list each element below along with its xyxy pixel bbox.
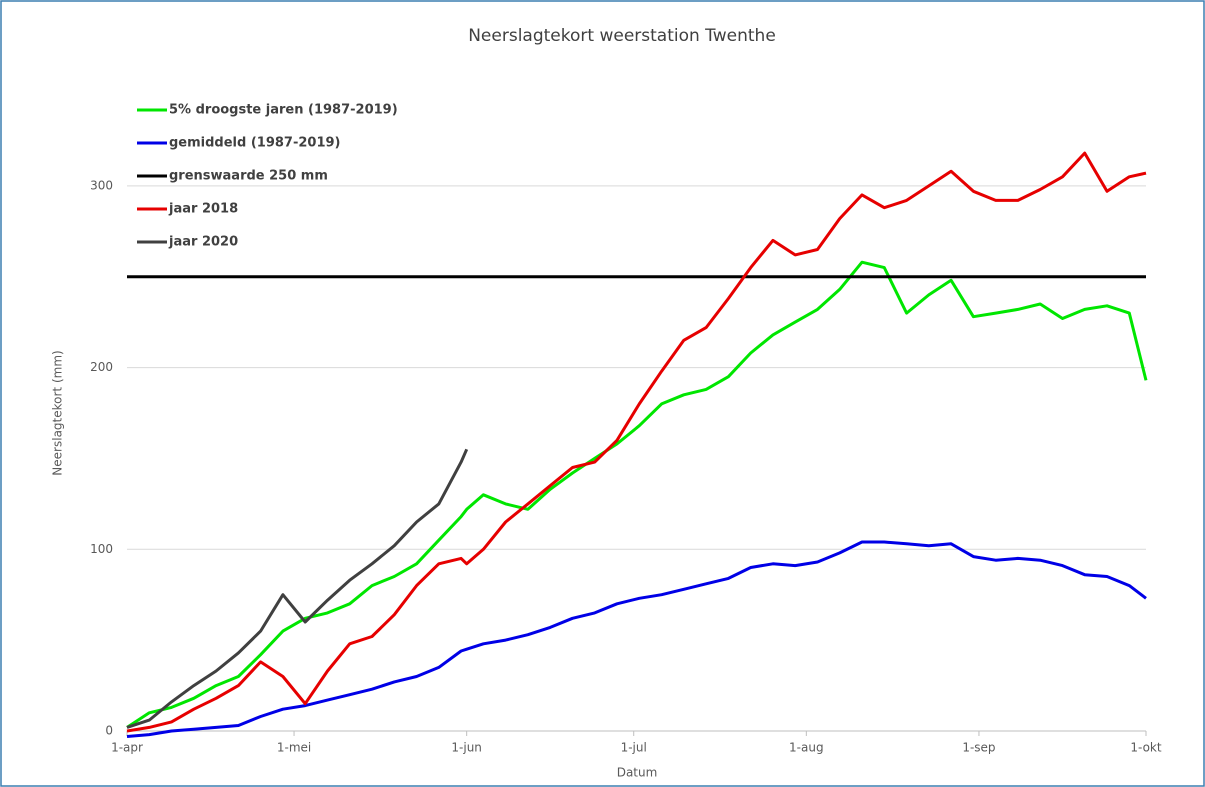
legend-label: gemiddeld (1987-2019) bbox=[169, 136, 340, 151]
chart-title: Neerslagtekort weerstation Twenthe bbox=[468, 26, 776, 46]
data-line bbox=[126, 448, 469, 729]
x-tick-label: 1-jun bbox=[451, 741, 482, 755]
y-tick-label: 200 bbox=[90, 360, 113, 374]
legend-label: jaar 2018 bbox=[168, 202, 238, 217]
x-tick-label: 1-okt bbox=[1130, 741, 1161, 755]
y-tick-label: 100 bbox=[90, 542, 113, 556]
y-tick-label: 0 bbox=[105, 724, 113, 738]
x-tick-label: 1-jul bbox=[621, 741, 647, 755]
x-axis-label: Datum bbox=[617, 766, 658, 780]
data-line bbox=[126, 540, 1147, 738]
data-line bbox=[126, 151, 1147, 733]
y-tick-label: 300 bbox=[90, 178, 113, 192]
x-tick-label: 1-apr bbox=[111, 741, 143, 755]
y-axis-label: Neerslagtekort (mm) bbox=[51, 350, 65, 475]
data-line bbox=[126, 260, 1148, 729]
x-tick-label: 1-mei bbox=[277, 741, 311, 755]
x-tick-label: 1-sep bbox=[962, 741, 995, 755]
legend-label: jaar 2020 bbox=[168, 235, 238, 250]
x-tick-label: 1-aug bbox=[789, 741, 824, 755]
legend-label: grenswaarde 250 mm bbox=[169, 169, 328, 184]
legend-label: 5% droogste jaren (1987-2019) bbox=[169, 103, 398, 118]
